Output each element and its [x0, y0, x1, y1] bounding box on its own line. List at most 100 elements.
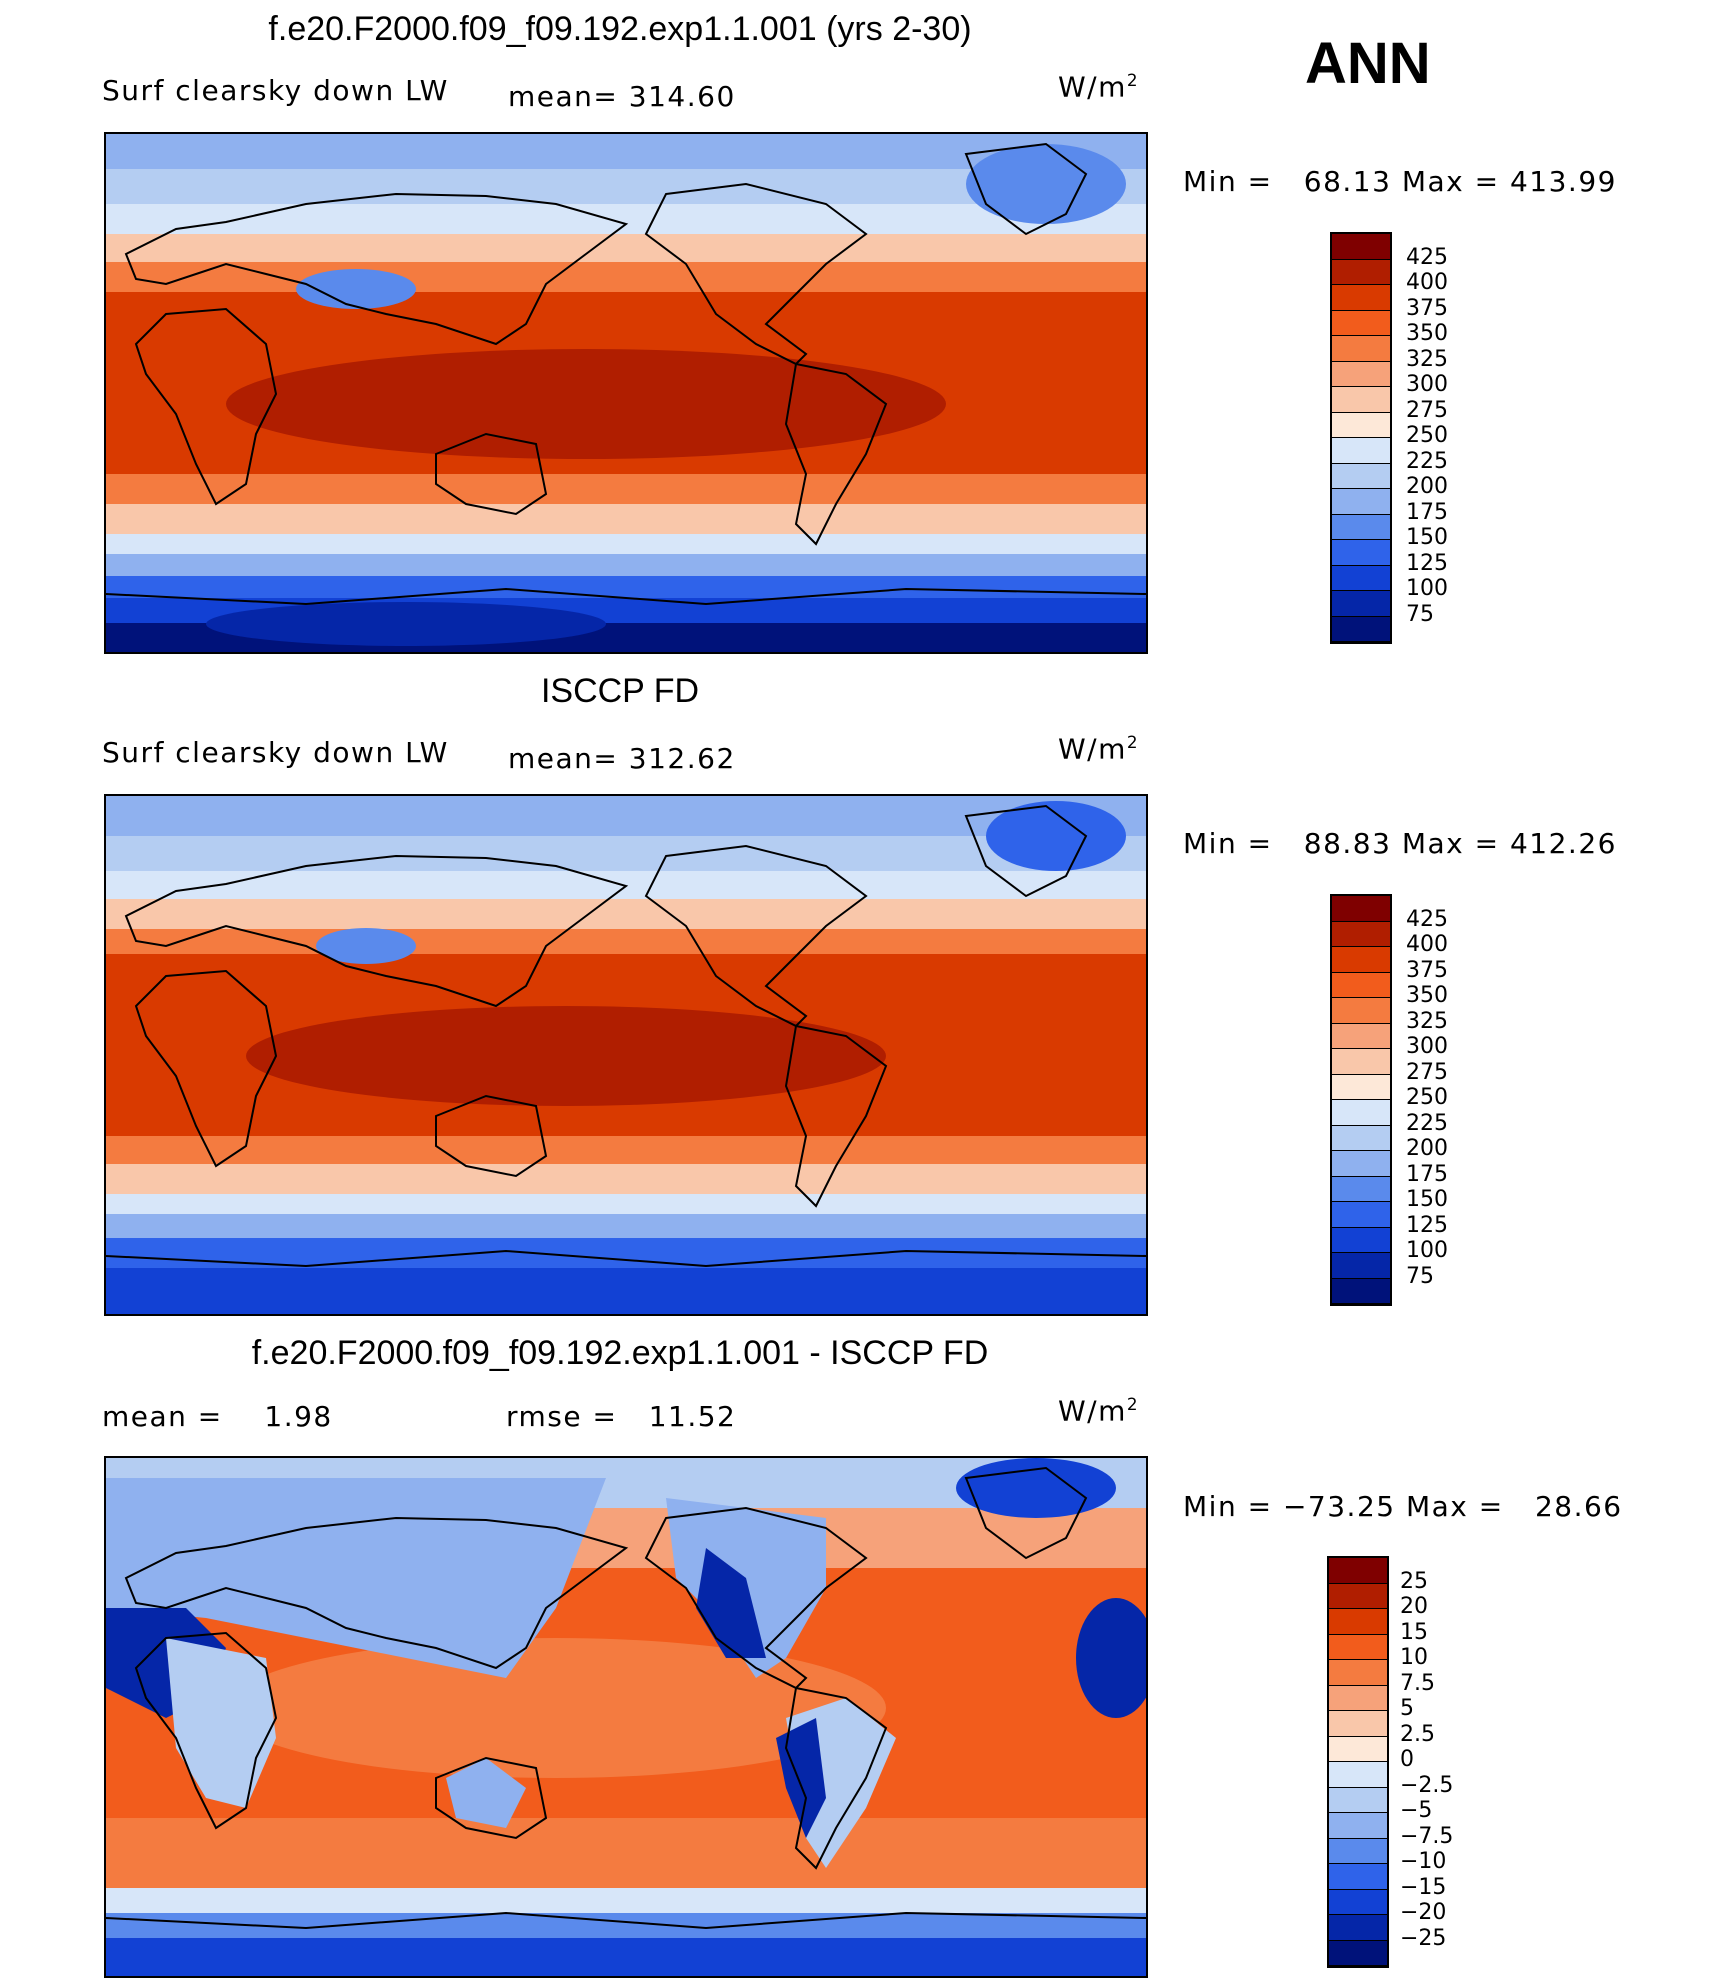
colorbar-tick-label: 175 — [1406, 1161, 1448, 1187]
colorbar-segment — [1332, 1278, 1390, 1304]
colorbar-tick-label: 25 — [1400, 1568, 1428, 1594]
colorbar-segment — [1329, 1838, 1387, 1864]
colorbar-tick-label: 100 — [1406, 576, 1448, 601]
panel1-variable-label: Surf clearsky down LW — [102, 74, 449, 107]
colorbar-tick-label: 20 — [1400, 1594, 1428, 1619]
colorbar-tick-label: −5 — [1400, 1798, 1433, 1823]
panel2-colorbar — [1330, 894, 1392, 1306]
colorbar-tick-label: 350 — [1406, 321, 1448, 346]
colorbar-segment — [1332, 1125, 1390, 1151]
colorbar-segment — [1332, 514, 1390, 540]
colorbar-segment — [1332, 1049, 1390, 1075]
colorbar-tick-label: 325 — [1406, 1008, 1448, 1034]
colorbar-segment — [1329, 1787, 1387, 1813]
colorbar-segment — [1332, 489, 1390, 515]
panel3-rmse: rmse = 11.52 — [506, 1400, 737, 1433]
colorbar-segment — [1329, 1940, 1387, 1966]
colorbar-tick-label: 5 — [1400, 1696, 1414, 1721]
panel2-variable-label: Surf clearsky down LW — [102, 736, 449, 769]
colorbar-tick-label: 275 — [1406, 397, 1448, 423]
colorbar-segment — [1332, 998, 1390, 1024]
panel2-colorbar-labels: 425 400 375 350 325 300 275 250 225 200 175 150 125 1… — [1406, 894, 1526, 1306]
panel2-title: ISCCP FD — [540, 672, 700, 710]
colorbar-segment — [1332, 972, 1390, 998]
colorbar-tick-label: 425 — [1406, 244, 1448, 270]
colorbar-tick-label: 15 — [1400, 1619, 1428, 1645]
colorbar-segment — [1329, 1660, 1387, 1686]
colorbar-segment — [1329, 1813, 1387, 1839]
colorbar-segment — [1332, 1176, 1390, 1202]
panel1-colorbar-labels: 425 400 375 350 325 300 275 250 225 200 175 150 125 1… — [1406, 232, 1526, 644]
colorbar-tick-label: 200 — [1406, 474, 1448, 499]
colorbar-tick-label: −15 — [1400, 1874, 1447, 1900]
colorbar-tick-label: 100 — [1406, 1238, 1448, 1263]
colorbar-segment — [1332, 1253, 1390, 1279]
colorbar-segment — [1332, 947, 1390, 973]
colorbar-tick-label: 300 — [1406, 1034, 1448, 1059]
colorbar-tick-label: 2.5 — [1400, 1721, 1435, 1747]
colorbar-segment — [1332, 616, 1390, 642]
colorbar-tick-label: 425 — [1406, 906, 1448, 932]
colorbar-segment — [1329, 1634, 1387, 1660]
panel2-minmax: Min = 88.83 Max = 412.26 — [1183, 827, 1617, 860]
panel3-minmax: Min = −73.25 Max = 28.66 — [1183, 1490, 1623, 1523]
colorbar-segment — [1332, 1151, 1390, 1177]
colorbar-segment — [1332, 234, 1390, 260]
panel3-map — [104, 1456, 1148, 1978]
colorbar-segment — [1332, 1227, 1390, 1253]
panel2-map — [104, 794, 1148, 1316]
colorbar-tick-label: 375 — [1406, 957, 1448, 983]
panel1-title: f.e20.F2000.f09_f09.192.exp1.1.001 (yrs … — [268, 10, 972, 48]
panel1-map-field — [106, 134, 1146, 652]
colorbar-segment — [1329, 1762, 1387, 1788]
colorbar-segment — [1329, 1736, 1387, 1762]
panel3-colorbar — [1327, 1556, 1389, 1968]
colorbar-tick-label: −2.5 — [1400, 1772, 1454, 1798]
colorbar-tick-label: 350 — [1406, 983, 1448, 1008]
panel1-colorbar — [1330, 232, 1392, 644]
colorbar-tick-label: 125 — [1406, 550, 1448, 576]
colorbar-tick-label: 225 — [1406, 448, 1448, 474]
colorbar-tick-label: 275 — [1406, 1059, 1448, 1085]
colorbar-tick-label: 150 — [1406, 1187, 1448, 1212]
colorbar-segment — [1332, 336, 1390, 362]
colorbar-segment — [1332, 438, 1390, 464]
colorbar-tick-label: 400 — [1406, 932, 1448, 957]
colorbar-tick-label: 75 — [1406, 601, 1434, 627]
colorbar-segment — [1329, 1583, 1387, 1609]
colorbar-tick-label: 0 — [1400, 1747, 1414, 1772]
colorbar-segment — [1329, 1685, 1387, 1711]
colorbar-segment — [1332, 463, 1390, 489]
colorbar-tick-label: 400 — [1406, 270, 1448, 295]
colorbar-segment — [1329, 1558, 1387, 1584]
colorbar-tick-label: −25 — [1400, 1925, 1447, 1951]
colorbar-tick-label: −20 — [1400, 1900, 1447, 1925]
colorbar-tick-label: 200 — [1406, 1136, 1448, 1161]
colorbar-tick-label: 250 — [1406, 1085, 1448, 1110]
colorbar-segment — [1332, 540, 1390, 566]
colorbar-tick-label: 175 — [1406, 499, 1448, 525]
colorbar-segment — [1329, 1864, 1387, 1890]
panel1-map — [104, 132, 1148, 654]
colorbar-segment — [1332, 361, 1390, 387]
colorbar-segment — [1332, 285, 1390, 311]
colorbar-tick-label: 225 — [1406, 1110, 1448, 1136]
panel1-minmax: Min = 68.13 Max = 413.99 — [1183, 165, 1617, 198]
panel3-title: f.e20.F2000.f09_f09.192.exp1.1.001 - ISC… — [251, 1334, 989, 1372]
panel1-units: W/m2 — [1058, 70, 1140, 104]
colorbar-tick-label: 300 — [1406, 372, 1448, 397]
colorbar-tick-label: 250 — [1406, 423, 1448, 448]
panel3-mean: mean = 1.98 — [102, 1400, 333, 1433]
colorbar-segment — [1332, 259, 1390, 285]
colorbar-tick-label: 150 — [1406, 525, 1448, 550]
panel2-map-field — [106, 796, 1146, 1314]
colorbar-tick-label: −10 — [1400, 1849, 1447, 1874]
colorbar-segment — [1332, 412, 1390, 438]
colorbar-tick-label: 125 — [1406, 1212, 1448, 1238]
colorbar-segment — [1332, 310, 1390, 336]
colorbar-segment — [1332, 387, 1390, 413]
colorbar-tick-label: 7.5 — [1400, 1670, 1435, 1696]
colorbar-tick-label: −7.5 — [1400, 1823, 1454, 1849]
panel2-units: W/m2 — [1058, 732, 1140, 766]
colorbar-segment — [1332, 1202, 1390, 1228]
